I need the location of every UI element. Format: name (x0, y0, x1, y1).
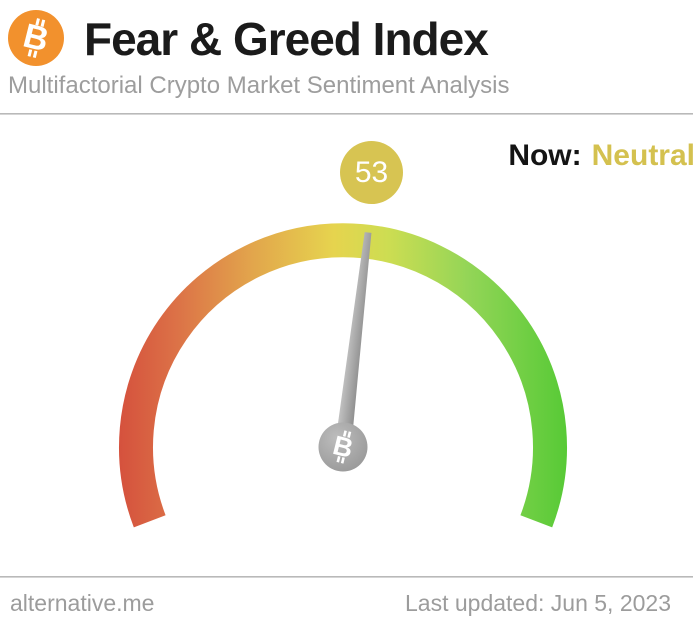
status-value: Neutral (591, 139, 695, 172)
gauge-value-badge: 53 (340, 141, 403, 204)
gauge-arc (119, 223, 567, 528)
gauge-value: 53 (354, 155, 389, 189)
last-updated-text: Last updated: Jun 5, 2023 (405, 590, 671, 616)
page-title: Fear & Greed Index (84, 13, 489, 65)
site-link[interactable]: alternative.me (10, 590, 155, 616)
gauge-needle (333, 232, 372, 459)
status-line: Now: Neutral (508, 139, 695, 173)
page-subtitle: Multifactorial Crypto Market Sentiment A… (8, 72, 510, 99)
gauge-hub: B (318, 422, 368, 472)
status-label: Now: (508, 139, 582, 172)
header-divider (0, 113, 693, 115)
footer-divider (0, 576, 693, 578)
bitcoin-icon: B (8, 10, 64, 66)
